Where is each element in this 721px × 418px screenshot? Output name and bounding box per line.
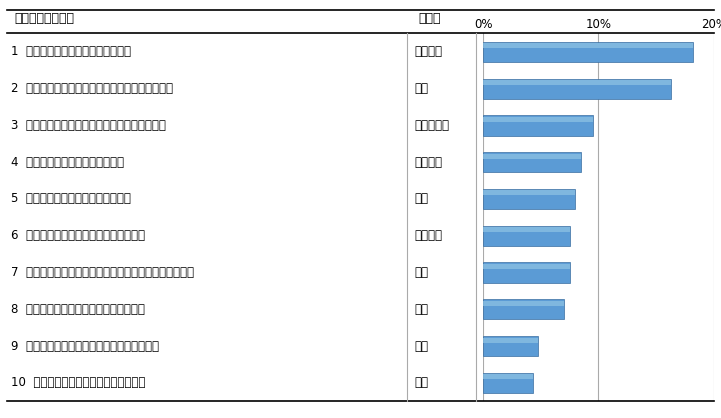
Bar (483, 336, 539, 356)
Text: トップ１０の特徴: トップ１０の特徴 (14, 12, 74, 25)
Text: コミュニケ: コミュニケ (415, 119, 450, 132)
Text: 10  優先順位、時間管理ができていない: 10 優先順位、時間管理ができていない (11, 376, 145, 390)
Bar (483, 79, 671, 99)
Text: 能力: 能力 (415, 192, 428, 206)
Bar (483, 301, 564, 306)
Bar (483, 373, 533, 393)
Text: 6  責任感が薄い、自己中心的、いい加減: 6 責任感が薄い、自己中心的、いい加減 (11, 229, 145, 242)
Text: 2  仕事が遅い、要領が悪い、ミス・不注意が多い: 2 仕事が遅い、要領が悪い、ミス・不注意が多い (11, 82, 173, 95)
Bar (483, 115, 593, 135)
Bar (483, 263, 570, 283)
Bar (483, 117, 593, 122)
Text: 4  やる気・モチベーションが低い: 4 やる気・モチベーションが低い (11, 155, 124, 169)
Bar (483, 189, 575, 209)
Bar (483, 264, 570, 269)
Bar (483, 227, 570, 232)
Text: 3  報連相がない、コミュニケーション力が低い: 3 報連相がない、コミュニケーション力が低い (11, 119, 166, 132)
Text: 8  態度が悪い、誠実さ・素直さに欠ける: 8 態度が悪い、誠実さ・素直さに欠ける (11, 303, 145, 316)
Bar (483, 43, 693, 48)
Bar (483, 152, 581, 172)
Bar (483, 337, 539, 343)
Text: マインド: マインド (415, 229, 443, 242)
Bar (483, 226, 570, 246)
Bar (483, 42, 693, 62)
Text: 仕事: 仕事 (415, 339, 428, 353)
Bar (483, 190, 575, 196)
Text: マインド: マインド (415, 45, 443, 59)
Text: 基本: 基本 (415, 303, 428, 316)
Text: 1  受け身、自主性、積極性が乏しい: 1 受け身、自主性、積極性が乏しい (11, 45, 131, 59)
Text: 7  挨拶・礼儀・マナー、勤務態度（公私混同、遅刻等）: 7 挨拶・礼儀・マナー、勤務態度（公私混同、遅刻等） (11, 266, 194, 279)
Bar (483, 153, 581, 159)
Bar (483, 80, 671, 85)
Text: 種類別: 種類別 (418, 12, 441, 25)
Text: 仕事: 仕事 (415, 82, 428, 95)
Text: 9  気が利かない、臨機応変な対応ができない: 9 気が利かない、臨機応変な対応ができない (11, 339, 159, 353)
Bar (483, 299, 564, 319)
Text: 5  仕事の覚えが悪い、理解力が低い: 5 仕事の覚えが悪い、理解力が低い (11, 192, 131, 206)
Text: 仕事: 仕事 (415, 376, 428, 390)
Bar (483, 374, 533, 380)
Text: マインド: マインド (415, 155, 443, 169)
Text: 基本: 基本 (415, 266, 428, 279)
